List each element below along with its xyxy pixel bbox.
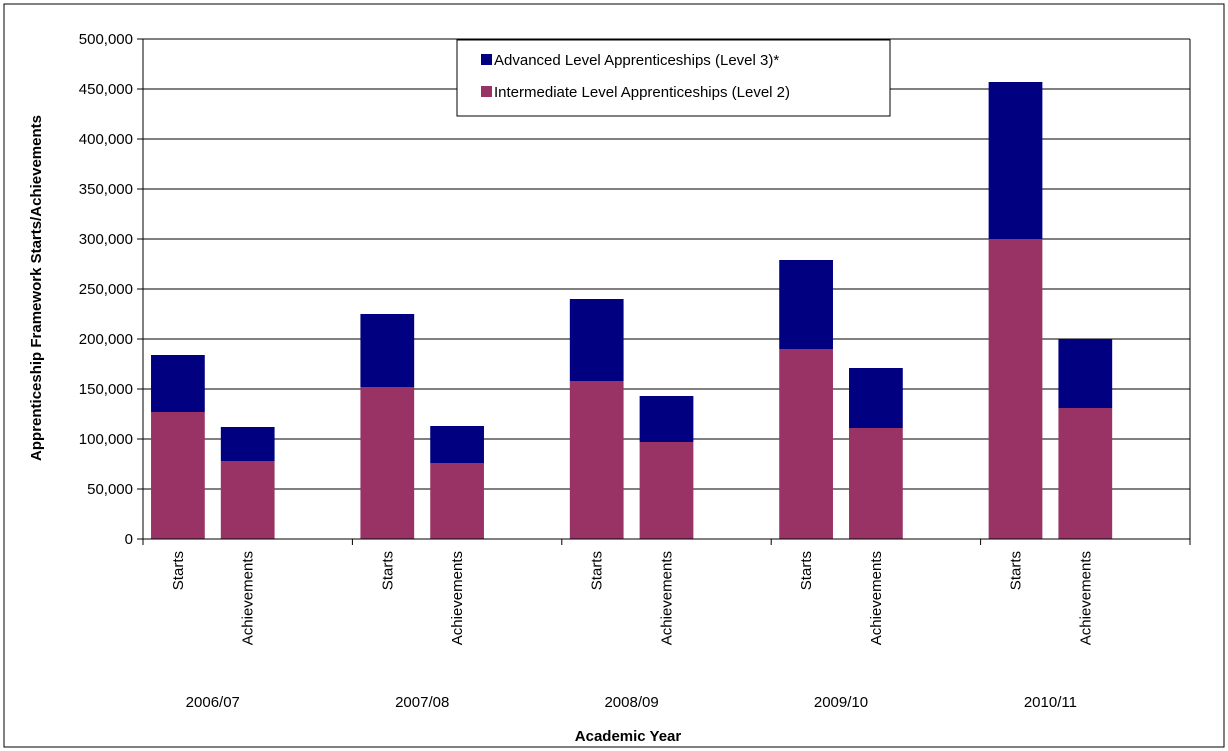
y-tick-label: 300,000	[79, 231, 133, 248]
x-axis-title: Academic Year	[575, 728, 682, 745]
bar-segment-intermediate	[988, 239, 1043, 539]
x-group-label: 2009/10	[814, 694, 868, 711]
x-bar-label: Achievements	[1077, 551, 1094, 645]
x-bar-label: Starts	[1008, 551, 1025, 590]
bar-segment-intermediate	[639, 442, 694, 539]
bar-segment-intermediate	[779, 349, 833, 539]
bar-segment-advanced	[430, 426, 484, 463]
bar-segment-advanced	[988, 82, 1043, 239]
y-tick-label: 50,000	[87, 481, 133, 498]
bar-segment-advanced	[569, 299, 624, 381]
x-bar-label: Achievements	[240, 551, 257, 645]
x-bar-label: Starts	[379, 551, 396, 590]
y-tick-label: 150,000	[79, 381, 133, 398]
x-group-label: 2008/09	[604, 694, 658, 711]
y-tick-label: 200,000	[79, 331, 133, 348]
bar-segment-advanced	[1058, 339, 1113, 408]
legend-box	[456, 39, 891, 117]
x-bar-label: Starts	[798, 551, 815, 590]
legend-label: Advanced Level Apprenticeships (Level 3)…	[494, 52, 779, 69]
bar-segment-advanced	[849, 368, 903, 428]
y-tick-label: 400,000	[79, 131, 133, 148]
bar-segment-advanced	[220, 427, 275, 461]
bar-segment-intermediate	[151, 412, 205, 539]
bar-segment-intermediate	[1058, 408, 1113, 539]
bar-segment-intermediate	[430, 463, 484, 539]
bar-segment-advanced	[639, 396, 694, 442]
bar-segment-intermediate	[220, 461, 275, 539]
legend-swatch	[481, 86, 492, 97]
bar-segment-advanced	[151, 355, 205, 412]
y-axis-title: Apprenticeship Framework Starts/Achievem…	[28, 115, 45, 461]
y-tick-label: 0	[125, 531, 133, 548]
x-group-label: 2010/11	[1024, 694, 1077, 711]
bar-segment-intermediate	[849, 428, 903, 539]
x-bar-label: Starts	[170, 551, 187, 590]
y-tick-label: 450,000	[79, 81, 133, 98]
y-tick-label: 100,000	[79, 431, 133, 448]
x-bar-label: Achievements	[868, 551, 885, 645]
x-bar-label: Starts	[589, 551, 606, 590]
x-bar-label: Achievements	[659, 551, 676, 645]
y-tick-label: 350,000	[79, 181, 133, 198]
y-tick-label: 250,000	[79, 281, 133, 298]
legend: Advanced Level Apprenticeships (Level 3)…	[456, 39, 891, 117]
x-group-label: 2007/08	[395, 694, 449, 711]
bar-segment-advanced	[360, 314, 415, 387]
y-tick-label: 500,000	[79, 31, 133, 48]
legend-swatch	[481, 54, 492, 65]
bar-segment-advanced	[779, 260, 833, 349]
legend-label: Intermediate Level Apprenticeships (Leve…	[494, 84, 790, 101]
bar-segment-intermediate	[569, 381, 624, 539]
x-group-label: 2006/07	[186, 694, 240, 711]
x-bar-label: Achievements	[449, 551, 466, 645]
bar-segment-intermediate	[360, 387, 415, 539]
